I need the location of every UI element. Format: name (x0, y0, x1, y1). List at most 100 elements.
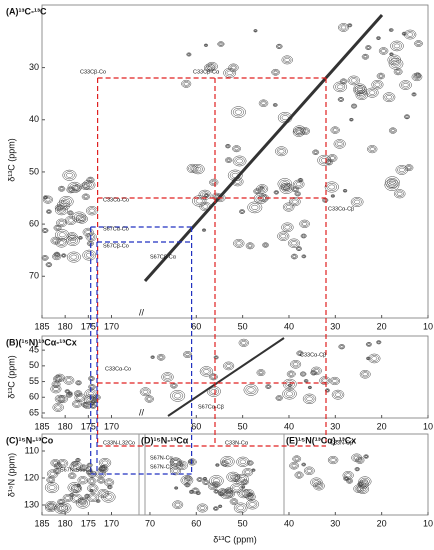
y-tick-label: 30 (29, 62, 39, 72)
contour-blob (55, 229, 70, 241)
contour-blob (54, 225, 61, 231)
x-tick-label: 60 (191, 421, 201, 431)
x-tick-label: 30 (330, 518, 340, 528)
contour-blob (377, 73, 384, 79)
contour-blob (242, 489, 255, 499)
contour-blob (204, 44, 208, 47)
x-tick-label: 170 (104, 518, 119, 528)
panel-frame (41, 433, 429, 516)
contour-blob (69, 493, 74, 497)
contour-blob (226, 158, 231, 162)
contour-blob (54, 252, 60, 257)
contour-blob (292, 255, 297, 258)
contour-blob (203, 369, 210, 374)
contour-blob (66, 232, 78, 241)
contour-blob (106, 480, 112, 485)
contour-blob (209, 373, 218, 381)
contour-blob (71, 461, 78, 467)
contour-blob (104, 494, 112, 500)
contour-blob (54, 503, 69, 514)
contour-blob (239, 339, 248, 346)
contour-blob (291, 186, 299, 193)
contour-blob (147, 397, 152, 401)
contour-blob (186, 163, 199, 174)
contour-blob (198, 504, 207, 512)
contour-blob (195, 491, 201, 496)
contour-blob (350, 118, 353, 121)
contour-blob (45, 262, 53, 268)
contour-blob (248, 461, 252, 465)
contour-blob (253, 29, 258, 33)
contour-blob (70, 474, 75, 478)
contour-blob (374, 82, 381, 87)
contour-blob (313, 151, 318, 154)
contour-blob (216, 464, 219, 466)
contour-blob (151, 356, 154, 359)
contour-blob (55, 469, 60, 473)
contour-blob (294, 191, 301, 197)
contour-blob (300, 233, 307, 239)
contour-blob (233, 485, 240, 491)
contour-blob (70, 254, 78, 260)
contour-blob (339, 344, 345, 349)
contour-blob (226, 471, 240, 483)
contour-blob (58, 208, 65, 213)
contour-blob (77, 395, 83, 400)
contour-blob (202, 229, 206, 231)
contour-blob (388, 58, 404, 70)
contour-blob (289, 197, 301, 207)
contour-blob (51, 385, 60, 393)
contour-blob (366, 46, 370, 49)
contour-blob (220, 460, 229, 467)
contour-blob (89, 384, 95, 389)
x-tick-label: 20 (377, 518, 387, 528)
contour-blob (185, 483, 190, 487)
contour-blob (68, 211, 72, 215)
contour-blob (247, 500, 258, 508)
contour-blob (351, 104, 357, 108)
contour-blob (350, 78, 357, 83)
contour-blob (358, 485, 368, 493)
contour-blob (402, 32, 407, 36)
contour-blob (341, 80, 346, 83)
contour-blob (77, 476, 89, 485)
contour-blob (88, 376, 94, 381)
contour-blob (260, 187, 263, 189)
contour-blob (347, 75, 360, 86)
contour-blob (295, 130, 302, 135)
contour-blob (73, 401, 81, 407)
y-tick-label: 45 (29, 345, 39, 355)
contour-blob (232, 145, 241, 153)
contour-blob (357, 481, 364, 487)
diagonal (167, 337, 285, 417)
contour-blob (72, 485, 81, 492)
annotation: C33N-Cα (225, 440, 249, 446)
x-tick-label: 40 (284, 321, 294, 331)
contour-blob (338, 344, 346, 350)
contour-blob (205, 64, 214, 71)
contour-blob (320, 157, 328, 163)
contour-blob (411, 92, 417, 97)
contour-blob (355, 90, 368, 101)
contour-blob (228, 63, 239, 72)
contour-blob (229, 498, 239, 505)
contour-blob (369, 355, 379, 362)
contour-blob (64, 377, 73, 384)
contour-blob (239, 209, 246, 215)
contour-blob (87, 484, 99, 493)
contour-blob (247, 461, 253, 465)
contour-blob (278, 232, 288, 240)
contour-blob (55, 226, 60, 230)
contour-blob (275, 43, 283, 50)
contour-blob (67, 210, 74, 216)
contour-blob (249, 502, 256, 507)
contour-blob (170, 466, 182, 476)
contour-blob (68, 253, 80, 262)
contour-blob (377, 341, 381, 344)
contour-blob (395, 190, 404, 198)
contour-blob (353, 85, 368, 96)
y-axis-label: δ¹⁵N (ppm) (6, 453, 16, 497)
contour-blob (403, 32, 406, 35)
contour-blob (201, 192, 209, 198)
contour-blob (203, 477, 207, 480)
